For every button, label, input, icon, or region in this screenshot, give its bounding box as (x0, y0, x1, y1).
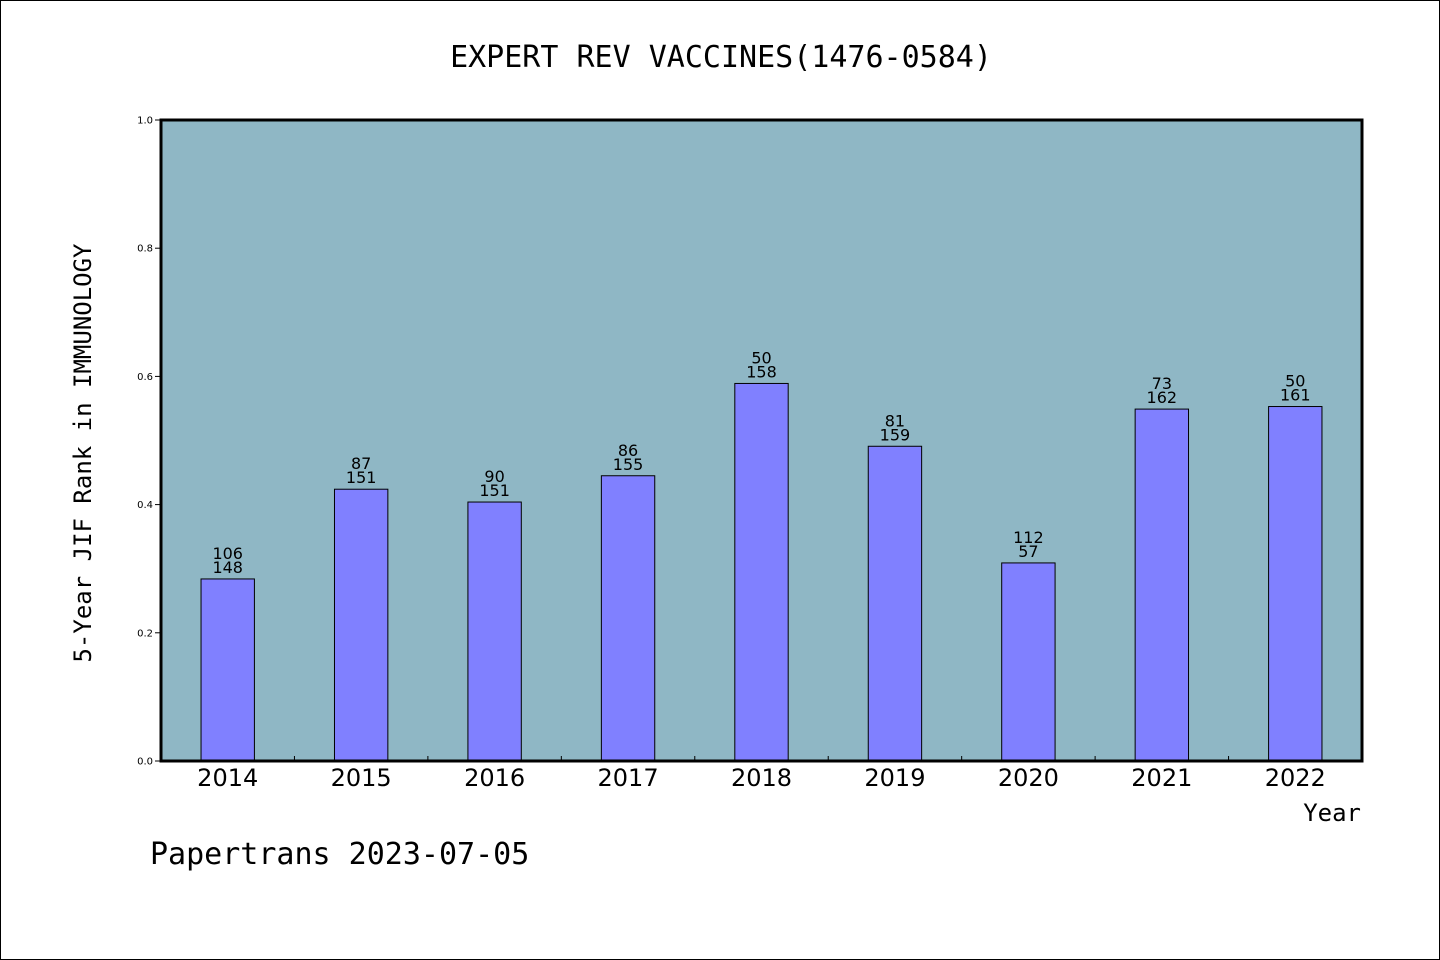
bar-rank-label: 112 (1013, 528, 1044, 547)
y-tick-label: 1.0 (137, 116, 153, 127)
x-tick-label: 2022 (1265, 764, 1326, 792)
y-tick-label: 0.0 (137, 757, 153, 768)
bar-2021 (1134, 408, 1190, 762)
x-axis-label: Year (1303, 799, 1361, 827)
chart-title: EXPERT REV VACCINES(1476-0584) (450, 40, 992, 75)
bar-rank-label: 106 (212, 544, 243, 563)
bar-total-label: 155 (613, 455, 644, 474)
bar-2018 (734, 382, 789, 762)
bar-rank-label: 81 (885, 411, 905, 430)
bar-rank-label: 87 (351, 454, 371, 473)
y-axis-label: 5-Year JIF Rank in IMMUNOLOGY (69, 243, 97, 663)
x-tick-label: 2017 (598, 764, 659, 792)
x-ticks-group: 2014 2015 2016 2017 2018 2019 2020 2021 2022 (197, 756, 1326, 792)
bar-rank-label: 86 (618, 441, 638, 460)
y-ticks-group: 0.0 0.2 0.4 0.6 0.8 1.0 (137, 116, 161, 768)
bar-rank-label: 50 (1285, 372, 1305, 391)
plot-border (159, 118, 1364, 763)
y-tick-label: 0.8 (137, 244, 153, 255)
x-tick-label: 2014 (197, 764, 258, 792)
x-tick-label: 2018 (731, 764, 792, 792)
bar-2020 (1001, 562, 1056, 762)
bar-2016 (467, 501, 522, 762)
y-tick-label: 0.4 (137, 500, 153, 511)
bar-total-label: 162 (1147, 388, 1178, 407)
bar-2019 (867, 445, 923, 762)
bar-rank-label: 73 (1152, 374, 1172, 393)
footer-text: Papertrans 2023-07-05 (150, 837, 529, 872)
bar-2017 (600, 475, 656, 762)
bar-rank-label: 90 (484, 467, 504, 486)
bar-2015 (333, 488, 389, 762)
y-tick-label: 0.6 (137, 372, 153, 383)
x-tick-label: 2021 (1131, 764, 1192, 792)
bar-total-label: 151 (479, 481, 510, 500)
x-tick-label: 2015 (331, 764, 392, 792)
bar-total-label: 161 (1280, 386, 1311, 405)
bar-rank-label: 50 (751, 348, 771, 367)
y-tick-label: 0.2 (137, 628, 153, 639)
bar-total-label: 148 (212, 558, 243, 577)
bar-total-label: 158 (746, 362, 777, 381)
x-tick-label: 2019 (864, 764, 925, 792)
x-tick-label: 2020 (998, 764, 1059, 792)
bar-2022 (1268, 406, 1323, 762)
bar-total-label: 57 (1018, 542, 1038, 561)
bar-2014 (200, 578, 255, 762)
bar-total-label: 159 (880, 425, 911, 444)
x-tick-label: 2016 (464, 764, 525, 792)
bar-total-label: 151 (346, 468, 377, 487)
